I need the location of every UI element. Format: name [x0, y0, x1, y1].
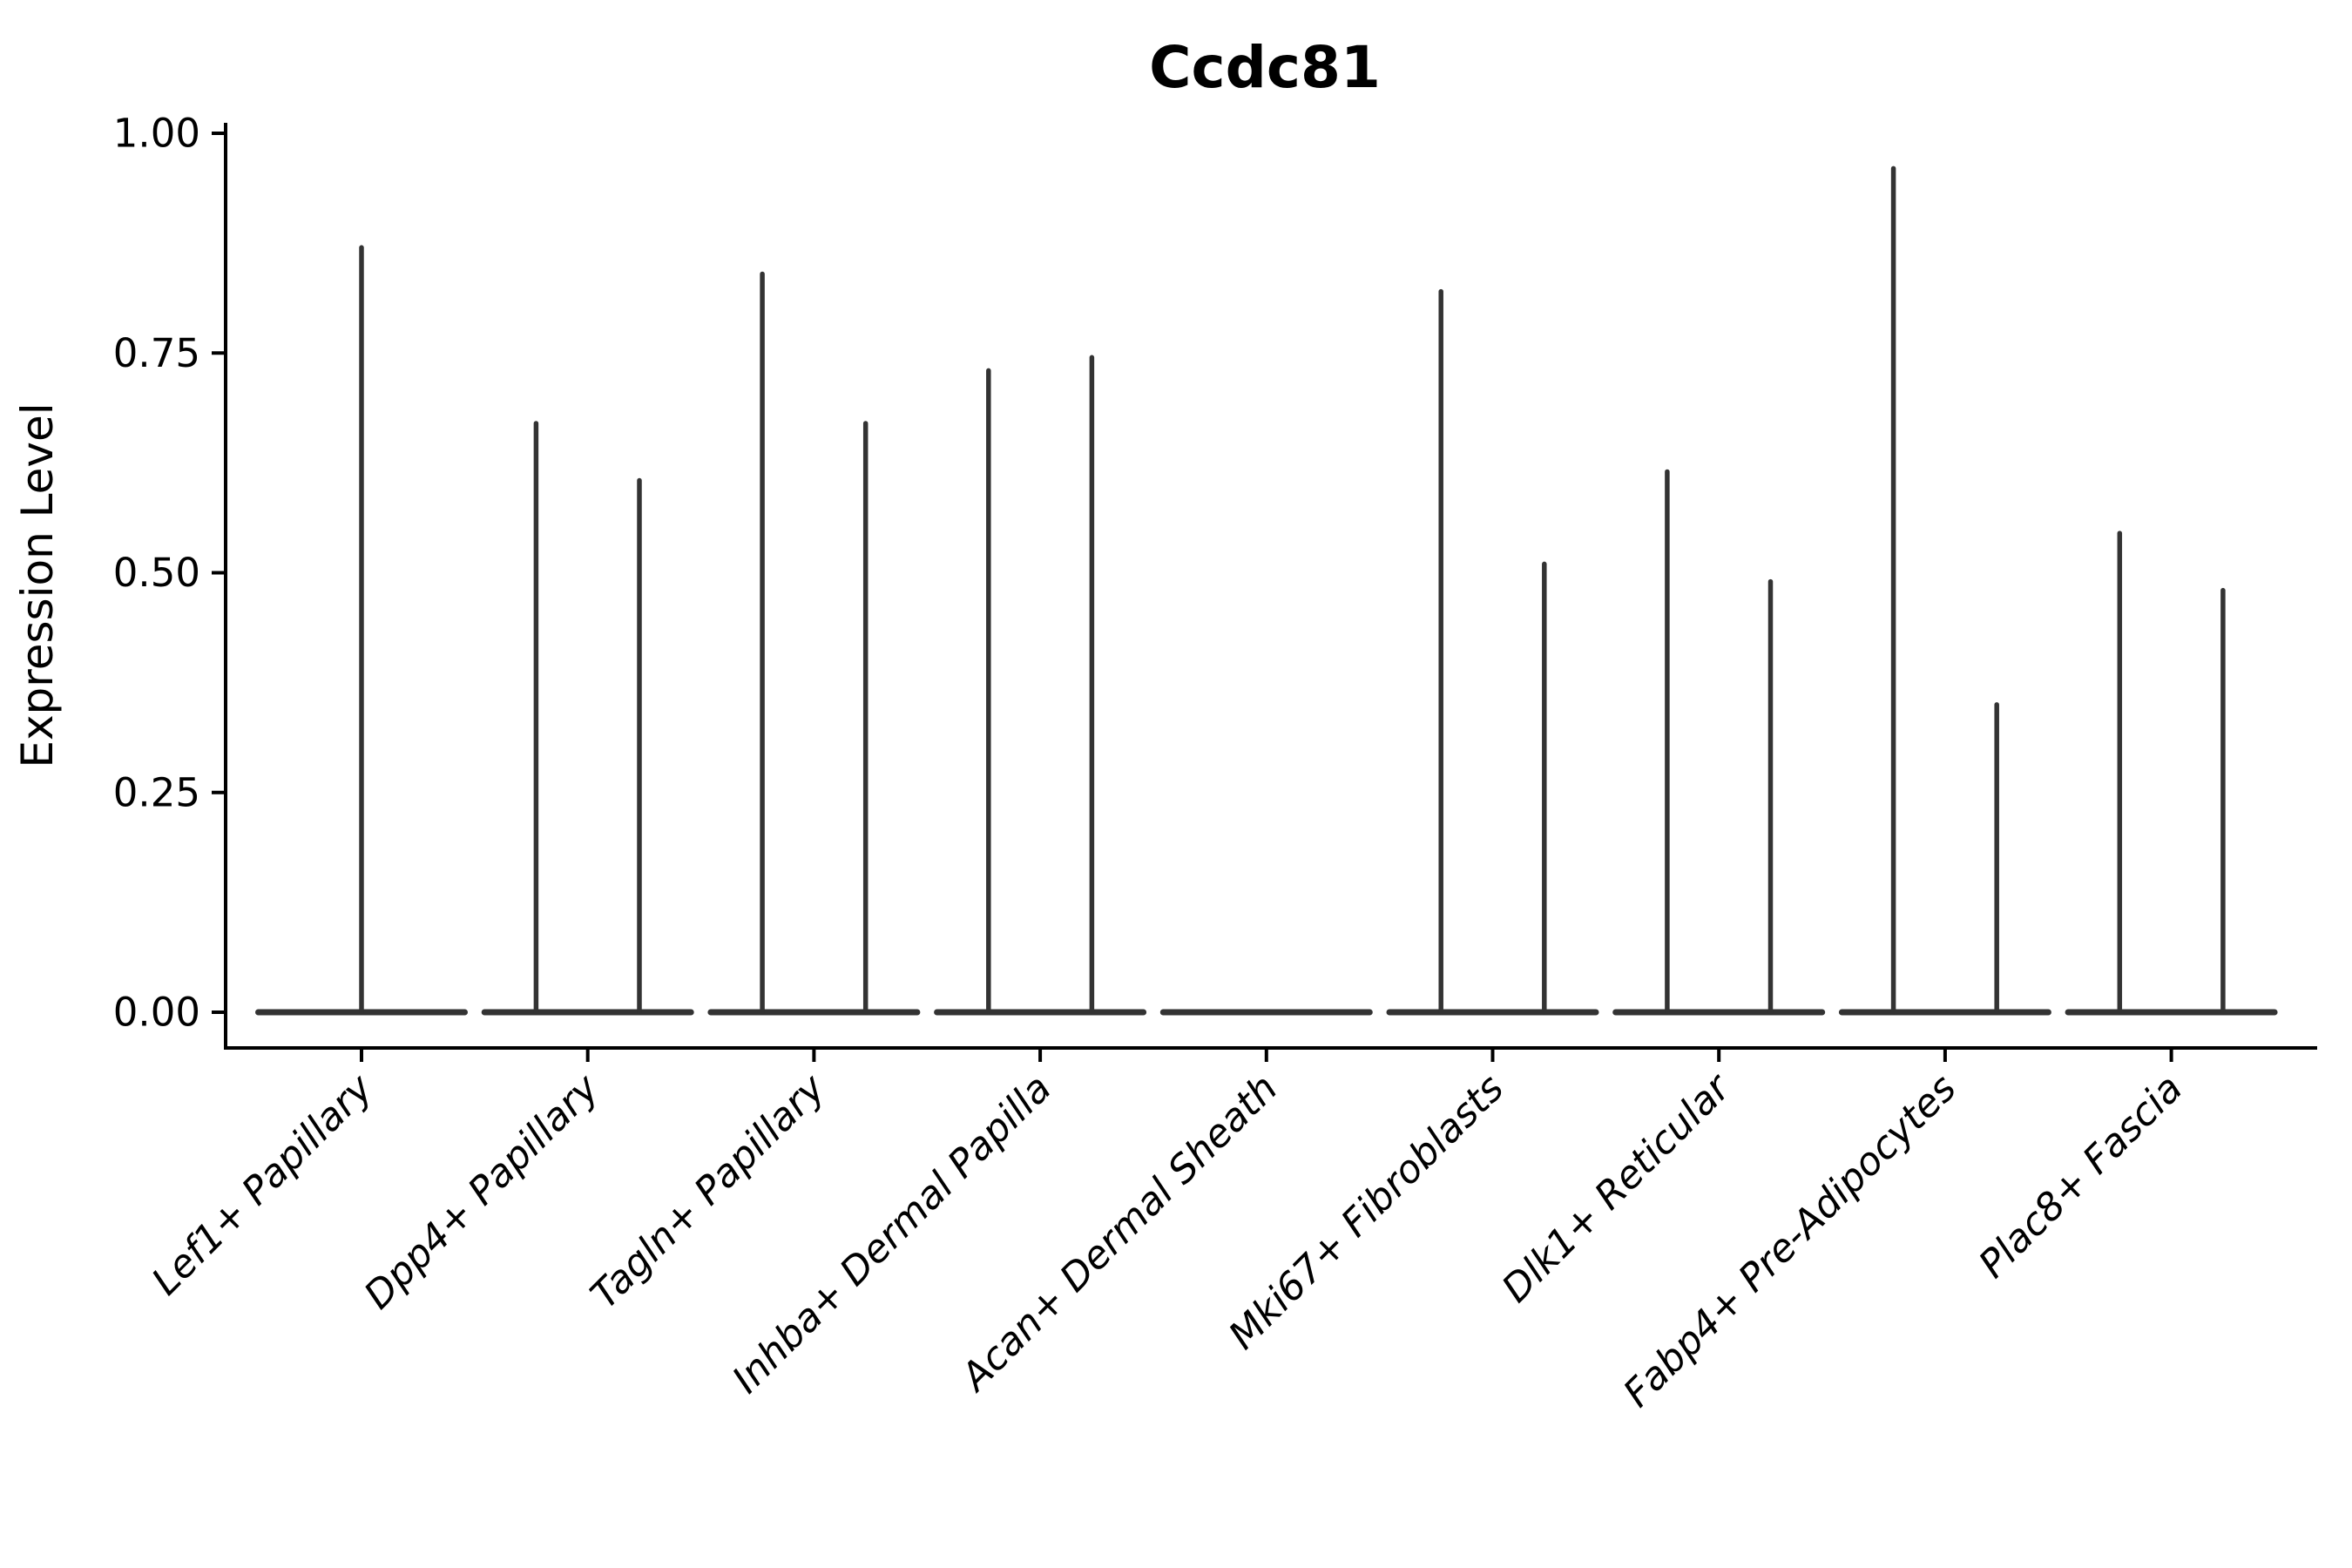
- y-tick-label: 0.25: [113, 769, 200, 815]
- y-tick-label: 0.50: [113, 550, 200, 596]
- x-tick-label: Dpp4+ Papillary: [355, 1065, 608, 1318]
- x-tick-label: Plac8+ Fascia: [1970, 1066, 2191, 1287]
- x-tick-label: Dlk1+ Reticular: [1494, 1064, 1740, 1311]
- y-tick-label: 1.00: [113, 111, 200, 157]
- y-tick-label: 0.75: [113, 330, 200, 376]
- x-tick-label: Lef1+ Papillary: [144, 1065, 382, 1304]
- plot-title: Ccdc81: [1149, 34, 1381, 101]
- y-tick-label: 0.00: [113, 990, 200, 1036]
- y-axis-label: Expression Level: [12, 402, 63, 767]
- x-tick-label: Tagln+ Papillary: [582, 1065, 834, 1317]
